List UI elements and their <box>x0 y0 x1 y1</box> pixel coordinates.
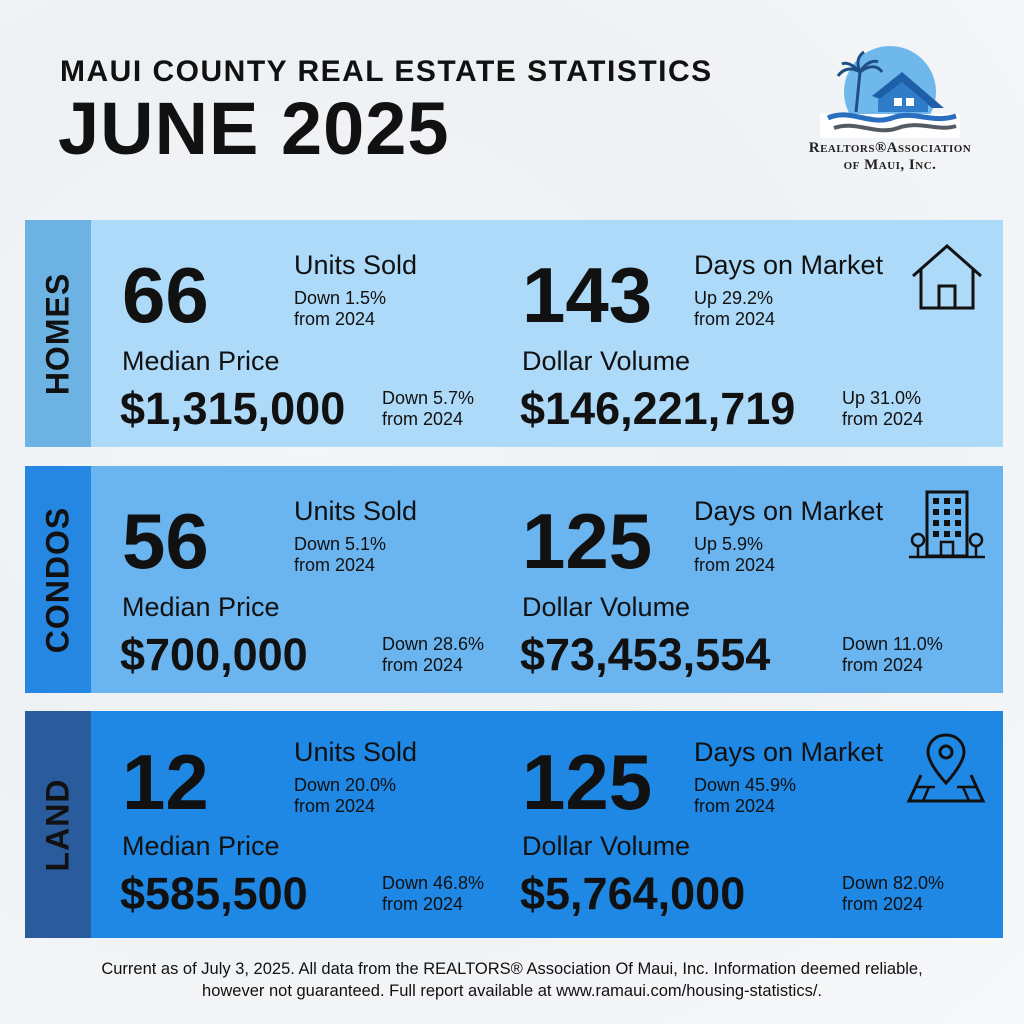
units-sold-from: from 2024 <box>294 796 376 816</box>
days-on-market-from: from 2024 <box>694 796 776 816</box>
units-sold-label: Units Sold <box>294 737 418 767</box>
units-sold-label: Units Sold <box>294 496 418 526</box>
days-on-market-value: 143 <box>522 251 653 339</box>
median-price-change: Down 5.7% <box>382 388 475 408</box>
logo-line-1: Realtors®Association <box>808 140 972 156</box>
logo-text: Realtors®Association of Maui, Inc. <box>780 140 1000 174</box>
units-sold-value: 56 <box>122 497 209 585</box>
median-price-label: Median Price <box>122 346 280 376</box>
days-on-market-change: Up 29.2% <box>694 288 774 308</box>
units-sold-change: Down 1.5% <box>294 288 387 308</box>
homes-section: HOMES 66 Units Sold Down 1.5% from 2024 … <box>25 220 1003 447</box>
median-price-from: from 2024 <box>382 894 464 914</box>
units-sold-change: Down 5.1% <box>294 534 387 554</box>
median-price-label: Median Price <box>122 592 280 622</box>
logo-line-2: of Maui, Inc. <box>843 157 937 173</box>
footer-note: Current as of July 3, 2025. All data fro… <box>0 958 1024 1002</box>
median-price-change: Down 46.8% <box>382 873 485 893</box>
days-on-market-from: from 2024 <box>694 309 776 329</box>
section-title: CONDOS <box>39 506 76 653</box>
dollar-volume-value: $5,764,000 <box>520 868 746 919</box>
condos-section: CONDOS 56 Units Sold Down 5.1% from 2024… <box>25 466 1003 693</box>
footer-line-1: Current as of July 3, 2025. All data fro… <box>101 960 923 978</box>
building-icon <box>909 490 985 559</box>
homes-side-label: HOMES <box>25 220 91 447</box>
land-side-label: LAND <box>25 711 91 938</box>
units-sold-change: Down 20.0% <box>294 775 397 795</box>
dollar-volume-from: from 2024 <box>842 894 924 914</box>
dollar-volume-from: from 2024 <box>842 655 924 675</box>
dollar-volume-change: Down 11.0% <box>842 634 943 654</box>
median-price-from: from 2024 <box>382 409 464 429</box>
dollar-volume-label: Dollar Volume <box>522 592 691 622</box>
units-sold-value: 12 <box>122 738 209 826</box>
days-on-market-from: from 2024 <box>694 555 776 575</box>
land-section: LAND 12 Units Sold Down 20.0% from 2024 … <box>25 711 1003 938</box>
units-sold-from: from 2024 <box>294 309 376 329</box>
days-on-market-change: Up 5.9% <box>694 534 764 554</box>
days-on-market-label: Days on Market <box>694 496 884 526</box>
median-price-from: from 2024 <box>382 655 464 675</box>
map-pin-icon <box>906 733 986 803</box>
median-price-change: Down 28.6% <box>382 634 485 654</box>
days-on-market-value: 125 <box>522 497 653 585</box>
dollar-volume-value: $146,221,719 <box>520 383 796 434</box>
logo-graphic-icon <box>820 46 960 138</box>
days-on-market-value: 125 <box>522 738 653 826</box>
median-price-value: $700,000 <box>120 629 308 680</box>
dollar-volume-from: from 2024 <box>842 409 924 429</box>
dollar-volume-label: Dollar Volume <box>522 831 691 861</box>
report-subtitle: MAUI COUNTY REAL ESTATE STATISTICS <box>60 55 713 88</box>
median-price-value: $1,315,000 <box>120 383 346 434</box>
section-title: HOMES <box>39 272 76 395</box>
days-on-market-change: Down 45.9% <box>694 775 797 795</box>
condos-side-label: CONDOS <box>25 466 91 693</box>
median-price-value: $585,500 <box>120 868 308 919</box>
days-on-market-label: Days on Market <box>694 250 884 280</box>
footer-line-2: however not guaranteed. Full report avai… <box>202 982 822 1000</box>
dollar-volume-label: Dollar Volume <box>522 346 691 376</box>
dollar-volume-change: Up 31.0% <box>842 388 922 408</box>
units-sold-label: Units Sold <box>294 250 418 280</box>
median-price-label: Median Price <box>122 831 280 861</box>
days-on-market-label: Days on Market <box>694 737 884 767</box>
dollar-volume-value: $73,453,554 <box>520 629 771 680</box>
dollar-volume-change: Down 82.0% <box>842 873 945 893</box>
units-sold-from: from 2024 <box>294 555 376 575</box>
section-title: LAND <box>39 778 76 871</box>
house-icon <box>912 243 982 310</box>
units-sold-value: 66 <box>122 251 209 339</box>
report-title: JUNE 2025 <box>58 87 450 170</box>
realtors-association-logo: Realtors®Association of Maui, Inc. <box>780 42 1000 182</box>
